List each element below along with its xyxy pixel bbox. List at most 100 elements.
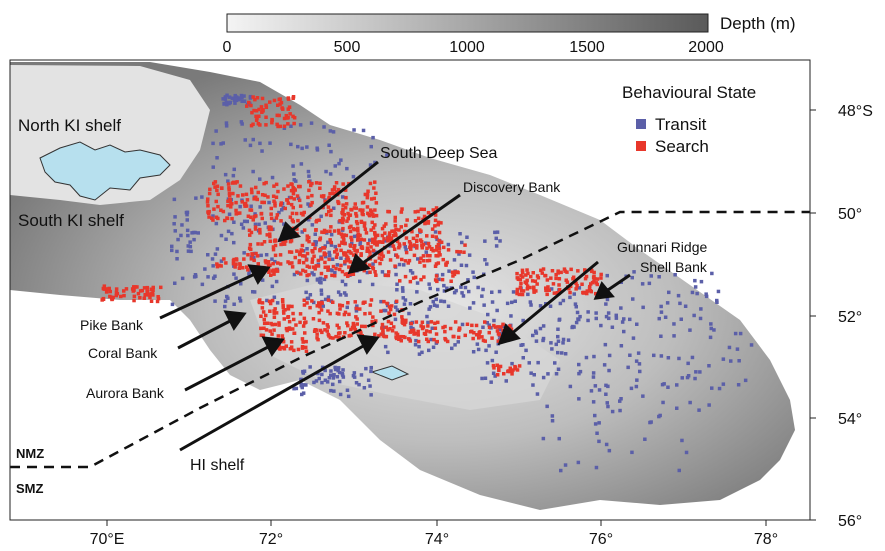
- search-point: [241, 193, 245, 197]
- transit-point: [435, 304, 439, 308]
- transit-point: [524, 349, 528, 353]
- transit-point: [675, 407, 679, 411]
- transit-point: [395, 288, 399, 292]
- search-point: [345, 254, 349, 257]
- search-point: [359, 252, 363, 256]
- search-point: [419, 278, 423, 282]
- transit-point: [649, 420, 653, 424]
- transit-point: [425, 250, 429, 254]
- transit-point: [310, 271, 314, 275]
- search-point: [326, 323, 330, 327]
- search-point: [325, 213, 329, 217]
- transit-point: [506, 302, 510, 306]
- search-point: [306, 196, 310, 200]
- search-point: [307, 236, 311, 240]
- search-point: [230, 217, 234, 221]
- search-point: [366, 190, 370, 194]
- search-point: [444, 263, 448, 267]
- search-point: [254, 214, 258, 218]
- search-point: [259, 327, 263, 331]
- search-point: [343, 331, 347, 335]
- transit-point: [472, 301, 476, 305]
- search-point: [374, 192, 378, 196]
- transit-point: [687, 374, 691, 378]
- search-point: [490, 336, 494, 340]
- search-point: [449, 280, 453, 284]
- search-point: [269, 302, 273, 306]
- search-point: [338, 244, 342, 248]
- search-point: [401, 318, 405, 322]
- search-point: [286, 184, 290, 188]
- search-point: [290, 261, 294, 265]
- transit-point: [505, 379, 509, 383]
- transit-point: [592, 375, 596, 379]
- transit-point: [453, 343, 457, 347]
- colorbar-tick-2: 1000: [449, 39, 485, 56]
- search-point: [268, 235, 272, 239]
- search-point: [287, 96, 291, 100]
- transit-point: [225, 124, 229, 128]
- transit-point: [542, 376, 546, 380]
- search-point: [373, 242, 377, 246]
- transit-point: [697, 408, 701, 412]
- search-point: [404, 259, 408, 263]
- search-point: [360, 325, 364, 329]
- search-point: [122, 289, 126, 293]
- search-point: [415, 245, 419, 249]
- transit-point: [491, 300, 495, 304]
- transit-point: [200, 195, 204, 199]
- transit-point: [577, 461, 581, 465]
- transit-point: [707, 364, 711, 368]
- transit-point: [211, 264, 215, 268]
- search-point: [478, 331, 482, 335]
- search-point: [271, 262, 275, 266]
- transit-point: [324, 170, 328, 174]
- search-point: [381, 331, 385, 335]
- transit-point: [259, 254, 263, 258]
- search-point: [373, 333, 377, 337]
- search-point: [270, 207, 274, 211]
- transit-point: [484, 377, 488, 381]
- transit-point: [358, 280, 362, 284]
- search-point: [318, 249, 322, 253]
- search-point: [288, 320, 292, 324]
- search-point: [435, 332, 439, 336]
- transit-point: [628, 354, 632, 358]
- transit-point: [486, 313, 490, 317]
- transit-point: [560, 351, 564, 355]
- search-point: [412, 237, 416, 241]
- transit-point: [677, 357, 681, 361]
- transit-point: [355, 381, 359, 385]
- transit-point: [436, 288, 440, 292]
- transit-point: [597, 421, 601, 425]
- search-point: [329, 225, 333, 229]
- search-point: [591, 281, 595, 285]
- transit-point: [228, 95, 232, 99]
- search-point: [320, 331, 324, 335]
- search-point: [297, 348, 301, 352]
- search-point: [303, 228, 307, 232]
- transit-point: [294, 179, 298, 183]
- search-point: [317, 264, 321, 268]
- search-point: [228, 198, 232, 202]
- label-nmz: NMZ: [16, 446, 44, 461]
- transit-point: [710, 386, 714, 390]
- transit-point: [483, 239, 487, 243]
- search-point: [521, 293, 525, 297]
- search-point: [428, 254, 432, 258]
- search-point: [294, 323, 298, 327]
- search-point: [388, 234, 392, 238]
- search-point: [278, 102, 282, 106]
- search-point: [315, 336, 319, 340]
- transit-point: [319, 215, 323, 219]
- transit-point: [608, 449, 612, 453]
- search-point: [436, 254, 440, 258]
- search-point: [364, 193, 368, 197]
- search-point: [404, 275, 408, 279]
- transit-point: [571, 325, 575, 329]
- colorbar-tick-1: 500: [334, 39, 361, 56]
- transit-point: [428, 287, 432, 291]
- search-point: [232, 259, 236, 263]
- search-point: [569, 268, 573, 272]
- search-point: [292, 220, 296, 224]
